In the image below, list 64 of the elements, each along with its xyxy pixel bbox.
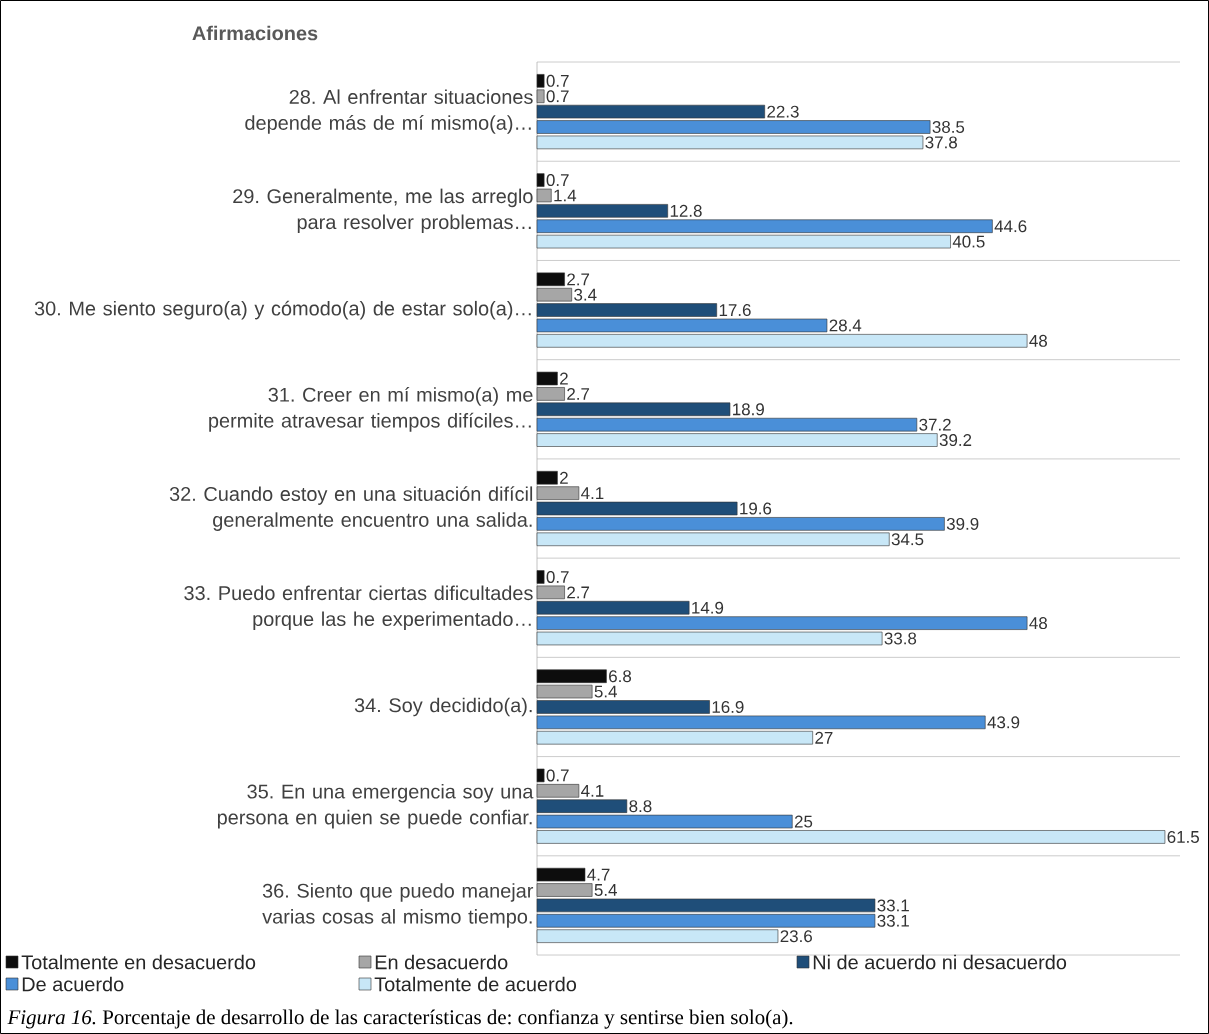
- data-label: 3.4: [574, 288, 597, 301]
- data-label: 12.8: [670, 204, 702, 217]
- data-label: 17.6: [719, 304, 751, 317]
- data-label: 5.4: [594, 685, 617, 698]
- data-label: 44.6: [994, 220, 1027, 233]
- y-tick-label: 33. Puedo enfrentar ciertas dificultades porque las he experimentado…: [184, 585, 533, 630]
- data-label: 40.5: [952, 235, 985, 248]
- legend-label: De acuerdo: [22, 976, 124, 992]
- data-label: 2.7: [567, 273, 590, 286]
- data-label: 37.2: [919, 418, 951, 431]
- data-label: 2: [560, 471, 568, 484]
- data-label: 2: [560, 372, 568, 385]
- bar: [536, 234, 951, 249]
- data-label: 19.6: [740, 502, 772, 515]
- data-label: 4.1: [581, 784, 604, 797]
- text: Figura 16. Porcentaje de desarrollo de las características de: confianza y sentirse bien solo(a).: [7, 1009, 793, 1029]
- data-label: 14.9: [692, 601, 724, 614]
- y-tick-label: 28. Al enfrentar situaciones depende más de mí mismo(a)…: [245, 89, 533, 134]
- data-label: 18.9: [733, 403, 764, 416]
- legend-label: Ni de acuerdo ni desacuerdo: [813, 954, 1067, 970]
- data-label: 34.5: [891, 533, 924, 546]
- y-tick-label: 30. Me siento seguro(a) y cómodo(a) de estar solo(a)…: [34, 300, 531, 320]
- data-label: 2.7: [567, 586, 590, 599]
- y-tick-label: 29. Generalmente, me las arreglo para resolver problemas…: [233, 188, 533, 234]
- data-label: 6.8: [609, 670, 632, 683]
- data-label: 43.9: [987, 716, 1020, 729]
- data-label: 39.9: [946, 517, 979, 530]
- data-label: 5.4: [594, 884, 617, 896]
- data-label: 16.9: [712, 700, 744, 713]
- data-label: 38.5: [932, 121, 965, 134]
- data-label: 0.7: [546, 74, 569, 87]
- data-label: 48: [1029, 617, 1047, 630]
- bar: [536, 730, 813, 745]
- data-label: 4.7: [587, 868, 610, 881]
- data-label: 39.2: [939, 434, 972, 447]
- data-label: 0.7: [546, 769, 569, 782]
- data-label: 37.8: [925, 136, 957, 149]
- legend-label: Totalmente en desacuerdo: [21, 954, 256, 970]
- y-tick-label: 32. Cuando estoy en una situación difícil generalmente encuentro una salida.: [169, 486, 533, 531]
- data-label: 0.7: [546, 90, 569, 103]
- data-label: 28.4: [829, 319, 862, 332]
- legend-label: En desacuerdo: [375, 954, 508, 970]
- data-label: 33.1: [877, 899, 909, 912]
- data-label: 0.7: [546, 570, 569, 583]
- y-tick-label: 35. En una emergencia soy una persona en quien se puede confiar.: [217, 783, 534, 829]
- data-label: 1.4: [554, 189, 577, 202]
- data-label: 33.1: [877, 914, 909, 927]
- y-tick-label: 31. Creer en mí mismo(a) me permite atravesar tiempos difíciles…: [209, 386, 533, 432]
- legend-label: Totalmente de acuerdo: [374, 976, 577, 992]
- data-label: 33.8: [884, 632, 917, 645]
- data-label: 48: [1029, 334, 1047, 347]
- y-tick-label: 36. Siento que puedo manejar varias cosas al mismo tiempo.: [262, 883, 534, 928]
- data-label: 0.7: [546, 174, 569, 187]
- data-label: 8.8: [629, 800, 652, 813]
- data-label: 2.7: [567, 388, 590, 400]
- data-label: 61.5: [1167, 830, 1199, 843]
- bar: [536, 272, 565, 287]
- y-tick-label: 34. Soy decidido(a).: [354, 697, 532, 717]
- data-label: 22.3: [767, 105, 799, 118]
- data-label: 23.6: [780, 930, 812, 943]
- y-axis-title: Afirmaciones: [192, 25, 318, 41]
- data-label: 27: [815, 731, 833, 744]
- data-label: 4.1: [581, 487, 604, 499]
- data-label: 25: [794, 815, 813, 828]
